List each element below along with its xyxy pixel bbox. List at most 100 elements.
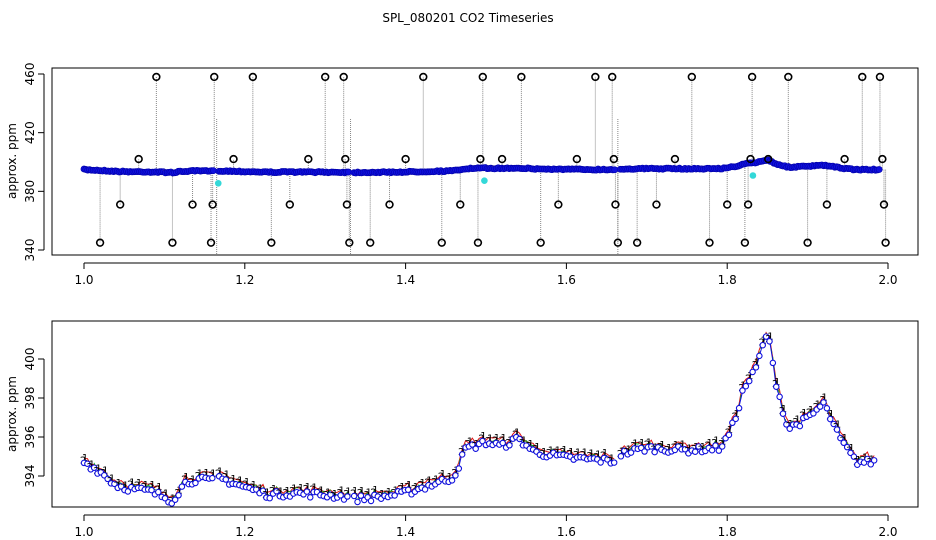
series-1-marker: 1	[632, 439, 638, 450]
top-x-tick-label: 1.2	[235, 273, 254, 287]
series-3-marker	[209, 474, 216, 482]
series-3-marker	[303, 488, 311, 495]
bottom-y-axis-label: approx. ppm	[5, 376, 19, 452]
outlier-point	[743, 200, 753, 209]
series-3-marker	[111, 480, 118, 488]
series-1-marker: 1	[821, 393, 827, 404]
outlier-point	[419, 72, 428, 82]
outlier-point	[875, 72, 885, 82]
series-3-marker	[830, 420, 837, 428]
outlier-point	[784, 72, 793, 82]
series-1-marker: 1	[713, 436, 719, 447]
series-1-marker: 1	[534, 442, 540, 453]
series-3-marker	[837, 434, 844, 442]
series-3-marker	[610, 459, 618, 466]
series-3-marker	[337, 492, 344, 499]
series-3-marker	[192, 479, 199, 487]
bottom-y-tick-label: 400	[23, 348, 37, 371]
outlier-point	[840, 154, 849, 164]
series-3-marker	[273, 487, 280, 495]
series-1-marker: 1	[555, 445, 561, 456]
outlier-point	[152, 72, 161, 82]
top-y-tick-label: 460	[23, 63, 37, 86]
series-3-marker	[617, 453, 625, 460]
series-1-marker: 1	[541, 447, 547, 458]
series-3-marker	[344, 493, 351, 500]
series-3-marker	[104, 475, 111, 483]
series-1-marker: 1	[305, 482, 311, 493]
outlier-point	[476, 154, 485, 164]
top-y-axis: 340 380 420 460	[23, 63, 45, 261]
series-3-marker	[827, 415, 834, 423]
series-1-marker: 1	[251, 480, 257, 491]
series-3-marker	[84, 460, 91, 468]
outlier-point	[881, 238, 890, 247]
series-3-marker	[357, 492, 365, 499]
outlier-point	[722, 200, 732, 209]
series-3-marker	[124, 488, 132, 495]
outlier-point	[342, 200, 352, 209]
top-y-axis-label: approx. ppm	[5, 123, 19, 199]
series-1-marker: 1	[230, 474, 236, 485]
outlier-point	[609, 154, 619, 164]
outlier-point	[572, 154, 582, 164]
series-3-marker	[627, 449, 635, 456]
series-1-marker: 1	[609, 454, 615, 465]
series-1-marker: 1	[561, 445, 567, 456]
outlier-point	[591, 72, 600, 82]
baseline-point	[875, 166, 883, 173]
cyan-point	[214, 179, 222, 187]
series-1-marker: 1	[102, 465, 108, 476]
outlier-point	[536, 238, 545, 247]
series-3-marker	[469, 441, 476, 448]
outlier-point	[115, 200, 125, 209]
outlier-point	[366, 238, 375, 247]
outlier-point	[746, 154, 755, 164]
series-1-marker: 1	[82, 453, 88, 464]
series-3-marker	[695, 443, 702, 450]
outlier-point	[517, 72, 526, 82]
series-1-marker: 1	[625, 444, 631, 455]
outlier-point	[208, 200, 217, 209]
baseline-point	[611, 166, 619, 174]
outlier-point	[554, 200, 563, 209]
series-3-marker	[786, 425, 794, 432]
outlier-point	[188, 200, 197, 209]
series-3-marker	[762, 333, 770, 340]
series-1-marker: 1	[136, 478, 142, 489]
series-1-marker: 1	[720, 437, 726, 448]
series-1-marker: 1	[801, 408, 807, 419]
series-1-marker: 1	[129, 477, 135, 488]
series-1-marker: 1	[197, 469, 203, 480]
outlier-point	[613, 238, 623, 247]
bottom-x-axis: 1.0 1.2 1.4 1.6 1.8 2.0	[74, 514, 898, 539]
series-3-marker	[769, 359, 777, 367]
series-3-marker	[597, 459, 604, 466]
outlier-point	[764, 154, 773, 164]
bottom-y-tick-label: 396	[23, 426, 37, 449]
series-1-marker: 1	[774, 377, 780, 388]
bottom-x-tick-label: 1.0	[74, 525, 93, 539]
top-x-tick-label: 1.0	[74, 273, 93, 287]
series-1-marker: 1	[332, 489, 338, 500]
series-3-marker	[752, 364, 760, 371]
outlier-point	[401, 154, 410, 164]
outlier-point	[206, 238, 216, 247]
outlier-point	[473, 238, 483, 247]
series-1-marker: 1	[359, 486, 365, 497]
outlier-point	[285, 200, 295, 209]
series-1-marker: 1	[224, 470, 230, 481]
series-3-marker	[479, 437, 486, 445]
series-3-marker	[161, 494, 169, 502]
top-panel: 1.0 1.2 1.4 1.6 1.8 2.0 340 380 420 460 approx. …	[5, 63, 919, 287]
series-1-marker: 1	[440, 469, 446, 480]
series-1-marker: 1	[291, 484, 297, 495]
top-y-tick-label: 420	[23, 121, 37, 144]
series-3-marker	[843, 443, 851, 451]
series-3-marker	[367, 497, 375, 505]
series-3-marker	[354, 498, 361, 506]
series-3-marker	[404, 486, 412, 494]
series-1-marker: 1	[210, 468, 216, 479]
series-3-marker	[691, 448, 699, 455]
series-1-marker: 1	[284, 486, 290, 497]
